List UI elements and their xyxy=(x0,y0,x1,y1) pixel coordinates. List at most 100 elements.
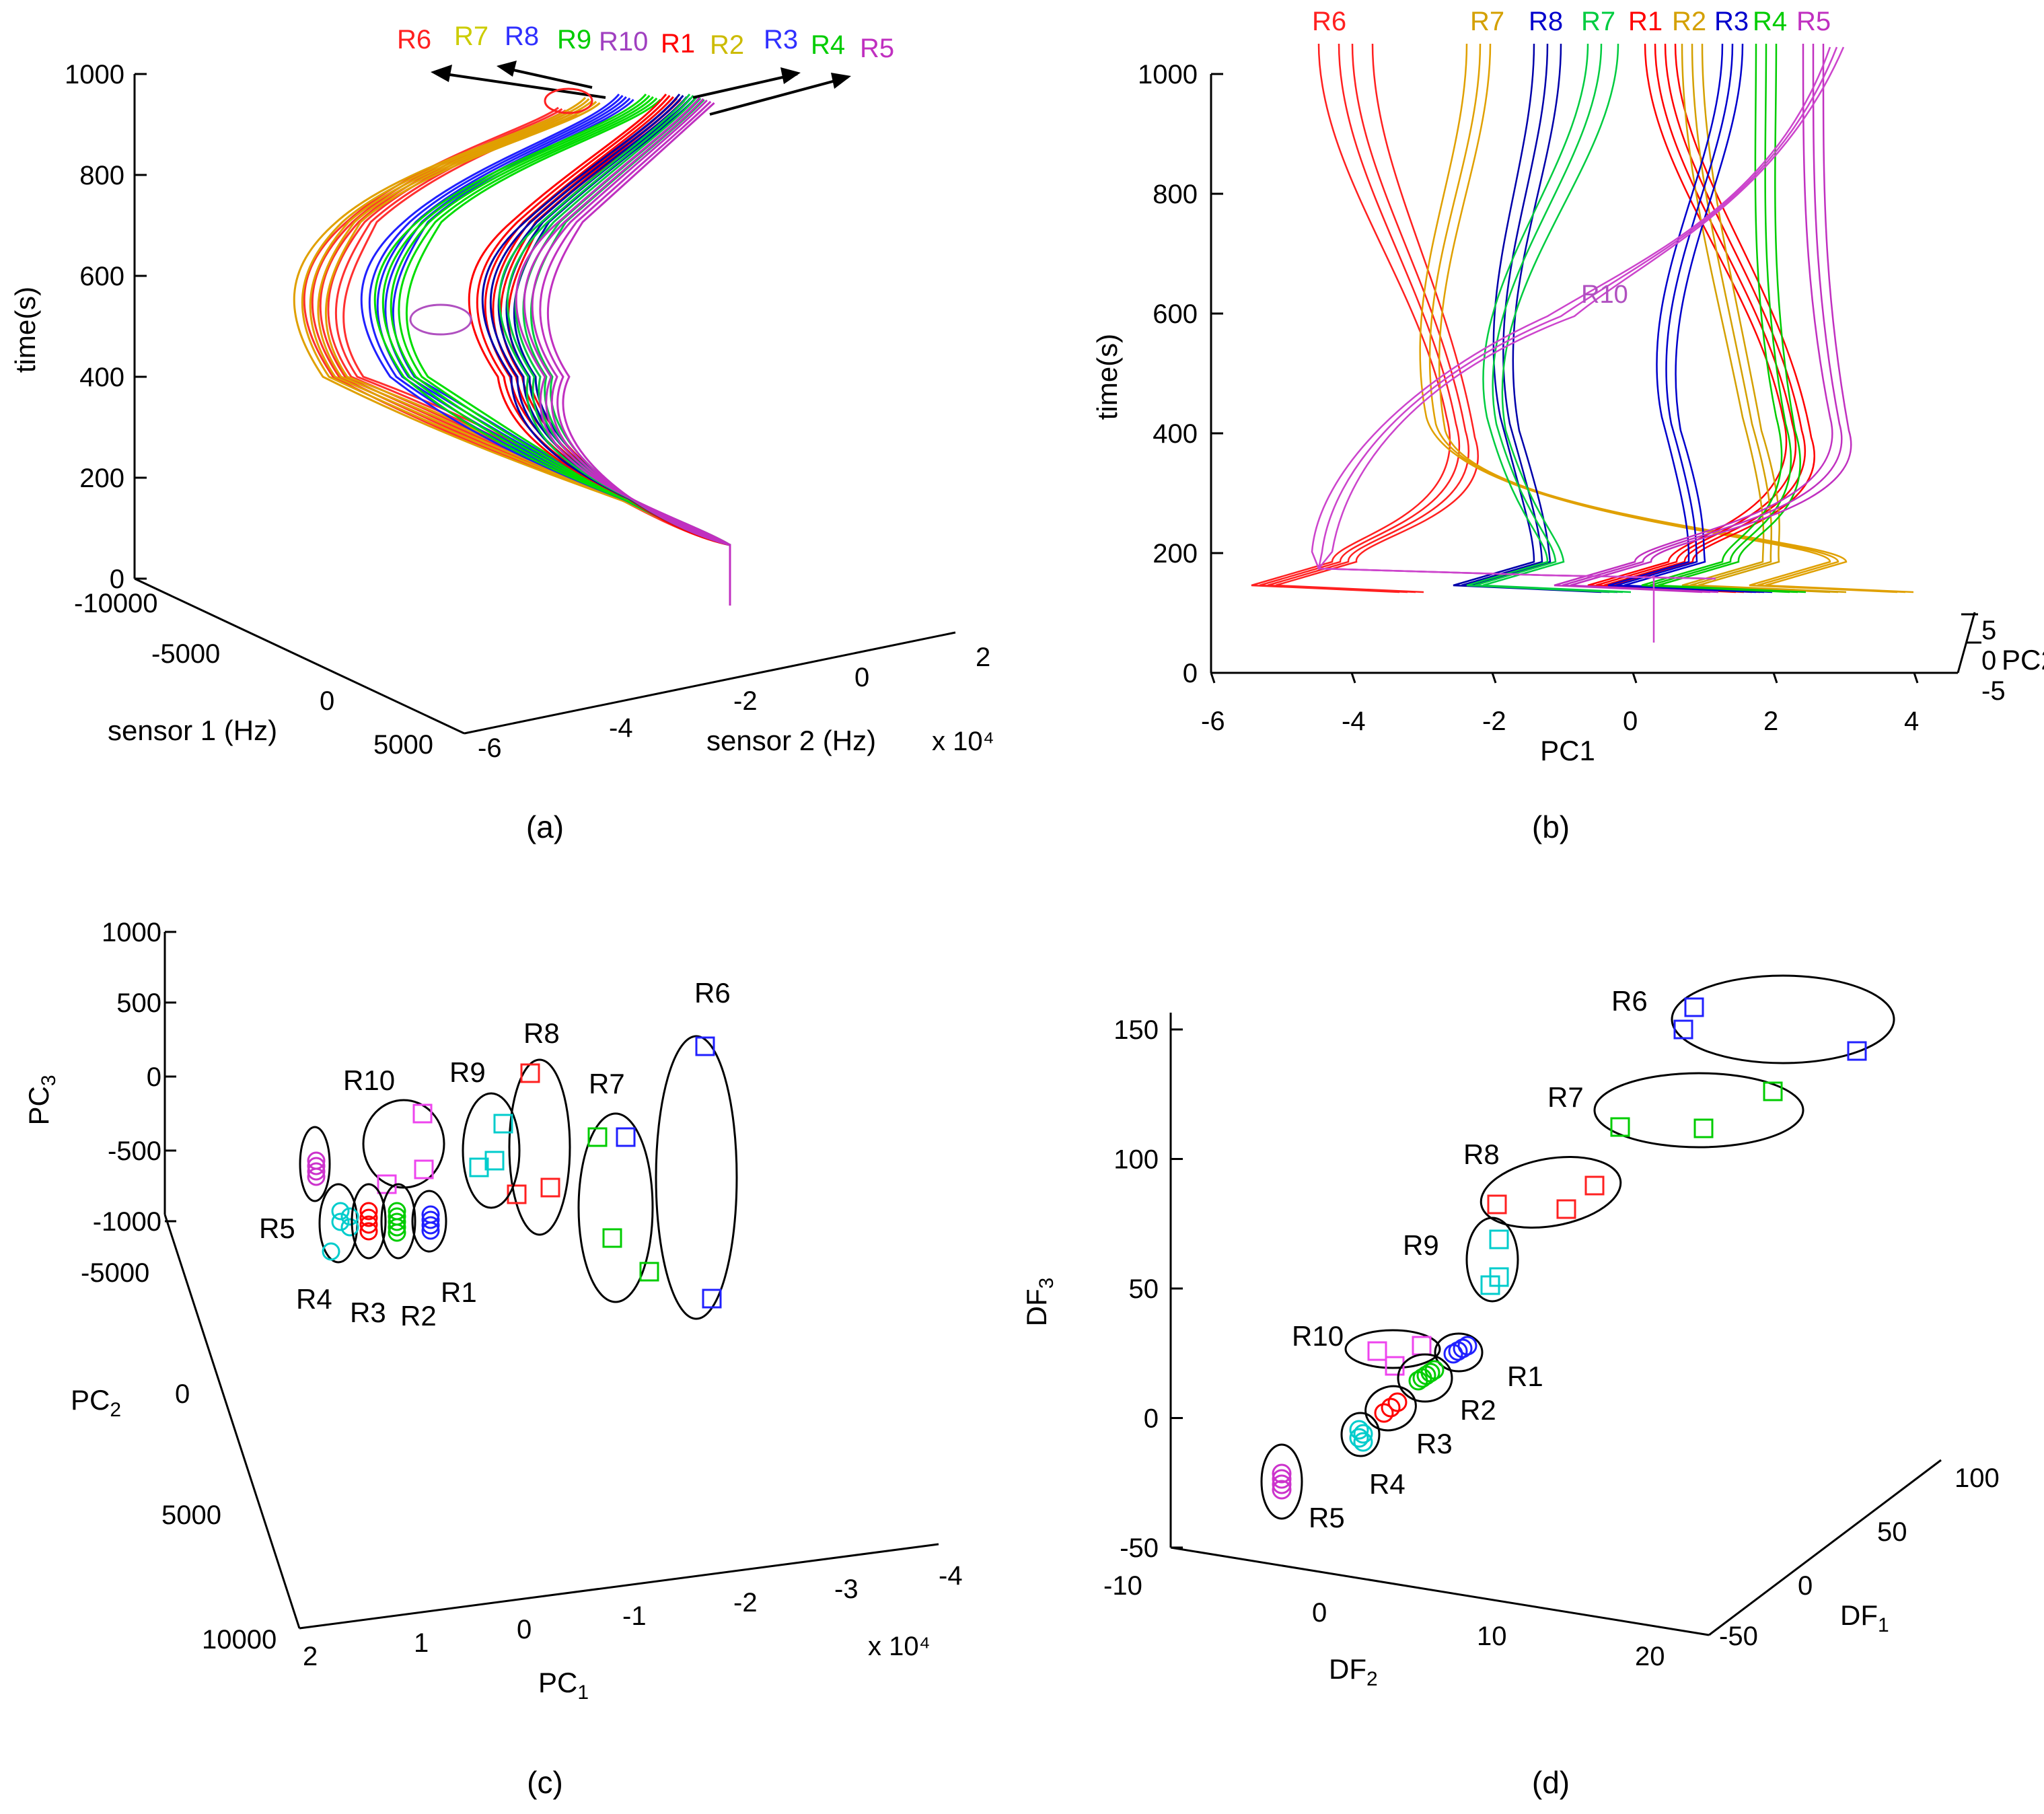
b-trajectory-line xyxy=(1438,43,1914,593)
d-point-R1 xyxy=(1457,1336,1477,1356)
c-ellipse-R5 xyxy=(299,1126,331,1202)
c-point-R6 xyxy=(702,1289,722,1309)
a-y-axis xyxy=(464,631,956,735)
b-ztick-4: 800 xyxy=(1153,180,1198,209)
c-point-R3 xyxy=(359,1202,378,1221)
b-z-ticks: 0 200 400 600 800 1000 xyxy=(1138,60,1223,688)
a-ztick-2: 400 xyxy=(79,363,124,392)
c-ellipse-R7 xyxy=(577,1112,654,1303)
c-point-R3 xyxy=(359,1222,378,1241)
c-xtick-4: -2 xyxy=(733,1588,758,1618)
a-legend-R9: R9 xyxy=(557,25,591,55)
d-point-R5 xyxy=(1272,1474,1292,1494)
c-point-R9 xyxy=(469,1157,489,1177)
c-z-ticks: 1000 500 0 -500 -1000 xyxy=(93,918,176,1237)
c-point-R4 xyxy=(322,1242,340,1261)
c-label-R1: R1 xyxy=(441,1276,477,1308)
c-point-R5 xyxy=(307,1162,326,1181)
b-trajectory-line xyxy=(1611,43,1815,593)
b-legend: R6 R7 R8 R7 R1 R2 R3 R4 R5 xyxy=(1312,7,1831,36)
c-point-R7 xyxy=(602,1228,622,1248)
c-xtick-0: 2 xyxy=(303,1642,318,1671)
c-label-R5: R5 xyxy=(259,1212,295,1244)
c-label-R9: R9 xyxy=(449,1056,486,1088)
c-ztick-0: 1000 xyxy=(102,918,161,947)
d-xtick-2: 10 xyxy=(1477,1622,1507,1651)
c-point-R5 xyxy=(307,1157,326,1175)
c-ytick-0: -5000 xyxy=(81,1258,149,1288)
d-point-R7 xyxy=(1610,1117,1630,1137)
a-legend-R5: R5 xyxy=(860,34,894,63)
c-point-R1 xyxy=(421,1221,440,1240)
a-ztick-1: 200 xyxy=(79,464,124,493)
c-x-label: PC1 xyxy=(538,1667,589,1704)
b-trajectory-line xyxy=(1482,43,1632,593)
d-point-R10 xyxy=(1412,1336,1432,1356)
d-point-R4 xyxy=(1349,1420,1369,1440)
d-point-R8 xyxy=(1556,1199,1576,1219)
d-label-R10: R10 xyxy=(1292,1320,1344,1352)
d-point-R8 xyxy=(1487,1194,1507,1214)
c-ellipse-R1 xyxy=(411,1190,447,1253)
d-ztick-0: 150 xyxy=(1114,1015,1159,1045)
d-ztick-4: -50 xyxy=(1120,1533,1159,1563)
d-ellipse-R1 xyxy=(1434,1332,1484,1373)
c-xtick-1: 1 xyxy=(414,1628,429,1658)
c-ztick-4: -1000 xyxy=(93,1207,161,1237)
c-xtick-2: 0 xyxy=(517,1615,532,1644)
a-legend-R7: R7 xyxy=(454,22,488,51)
c-point-R4 xyxy=(340,1218,359,1237)
d-ellipse-R6 xyxy=(1671,974,1895,1064)
c-ellipse-R3 xyxy=(351,1183,387,1260)
a-ytick-3: 0 xyxy=(854,663,869,692)
c-point-R5 xyxy=(307,1167,326,1186)
b-trajectory-line xyxy=(1562,43,1843,593)
c-ellipse-R2 xyxy=(380,1183,416,1260)
c-x-multiplier: x 10⁴ xyxy=(868,1632,930,1661)
b-trajectory-line xyxy=(1259,43,1461,593)
a-x-axis xyxy=(134,577,465,735)
c-ztick-2: 0 xyxy=(147,1062,161,1092)
c-label-R3: R3 xyxy=(350,1297,386,1328)
d-label-R6: R6 xyxy=(1611,985,1648,1017)
c-point-R8 xyxy=(507,1184,527,1204)
b-xtick-0: -6 xyxy=(1201,706,1225,736)
d-label-R7: R7 xyxy=(1547,1081,1584,1113)
a-xtick-1: -5000 xyxy=(151,639,220,669)
b-ytick-0: 5 xyxy=(1981,616,1996,645)
b-x-label: PC1 xyxy=(1540,735,1595,766)
c-point-R1 xyxy=(421,1210,440,1229)
b-trajectory-line xyxy=(1275,43,1479,593)
a-panel-label: (a) xyxy=(526,809,564,844)
c-point-R2 xyxy=(388,1218,406,1237)
b-trajectory-line xyxy=(1317,46,1845,580)
b-xtick-3: 0 xyxy=(1623,706,1638,736)
b-legend-R4: R4 xyxy=(1753,7,1787,36)
d-label-R9: R9 xyxy=(1403,1229,1439,1261)
d-label-R5: R5 xyxy=(1309,1502,1345,1533)
b-xtick-mark xyxy=(1913,672,1919,684)
b-trajectory-line xyxy=(1453,43,1602,593)
d-ztick-1: 100 xyxy=(1114,1145,1159,1175)
d-point-R4 xyxy=(1353,1424,1373,1444)
d-ellipse-R9 xyxy=(1465,1217,1519,1303)
d-z-label: DF3 xyxy=(1021,1278,1058,1327)
d-ellipse-R10 xyxy=(1344,1329,1441,1369)
b-legend-R7: R7 xyxy=(1581,7,1615,36)
b-trajectories xyxy=(1251,43,1914,643)
b-trajectory-line xyxy=(1461,43,1610,593)
b-xtick-mark xyxy=(1350,672,1356,684)
d-ellipse-R5 xyxy=(1260,1443,1303,1520)
c-y-label: PC2 xyxy=(71,1384,121,1421)
b-legend-R3: R3 xyxy=(1714,7,1749,36)
b-trajectory-line xyxy=(1474,43,1623,593)
a-legend-R10: R10 xyxy=(599,27,648,57)
d-point-R5 xyxy=(1272,1463,1292,1484)
c-ztick-3: -500 xyxy=(108,1136,161,1166)
d-xtick-0: -10 xyxy=(1103,1571,1142,1601)
